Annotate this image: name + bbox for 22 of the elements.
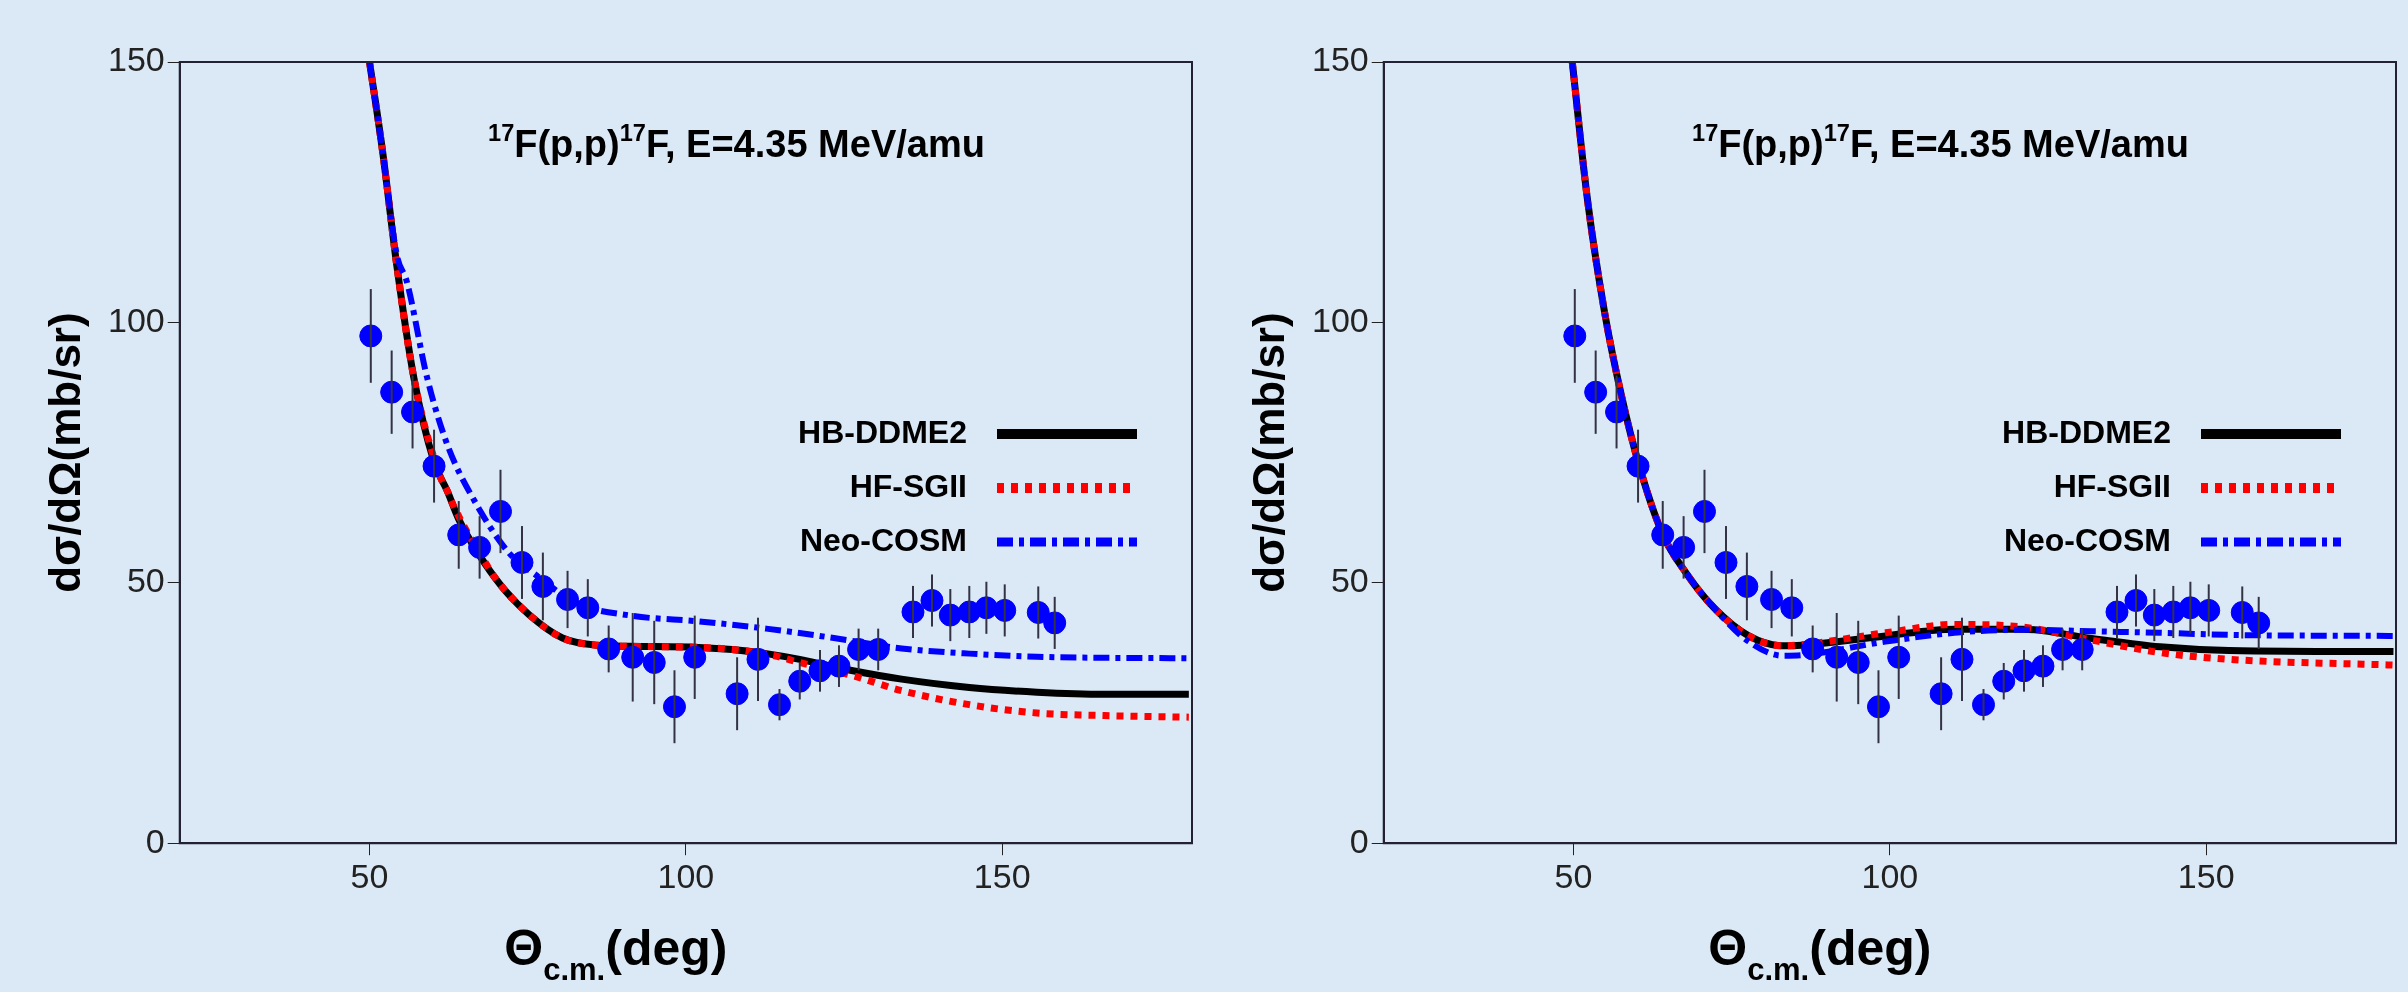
x-tick-label: 150 xyxy=(973,856,1031,895)
y-tick-label: 50 xyxy=(1330,561,1369,600)
legend-label: HF-SGII xyxy=(2053,467,2171,504)
x-tick-label: 50 xyxy=(1554,856,1593,895)
x-tick-label: 50 xyxy=(350,856,389,895)
y-tick-label: 100 xyxy=(107,300,165,339)
x-tick-label: 100 xyxy=(1861,856,1919,895)
y-tick-label: 0 xyxy=(145,821,165,860)
legend-label: Neo-COSM xyxy=(2003,521,2171,558)
y-tick-label: 150 xyxy=(1311,40,1369,79)
legend-label: HB-DDME2 xyxy=(2002,413,2171,450)
y-tick-label: 50 xyxy=(126,561,165,600)
y-tick-label: 0 xyxy=(1349,821,1369,860)
y-tick-label: 150 xyxy=(107,40,165,79)
x-tick-label: 150 xyxy=(2177,856,2235,895)
y-axis-title: dσ/dΩ(mb/sr) xyxy=(1244,312,1293,593)
x-tick-label: 100 xyxy=(657,856,715,895)
legend-label: HB-DDME2 xyxy=(798,413,967,450)
y-tick-label: 100 xyxy=(1311,300,1369,339)
legend-label: HF-SGII xyxy=(849,467,967,504)
legend-label: Neo-COSM xyxy=(799,521,967,558)
y-axis-title: dσ/dΩ(mb/sr) xyxy=(40,312,89,593)
